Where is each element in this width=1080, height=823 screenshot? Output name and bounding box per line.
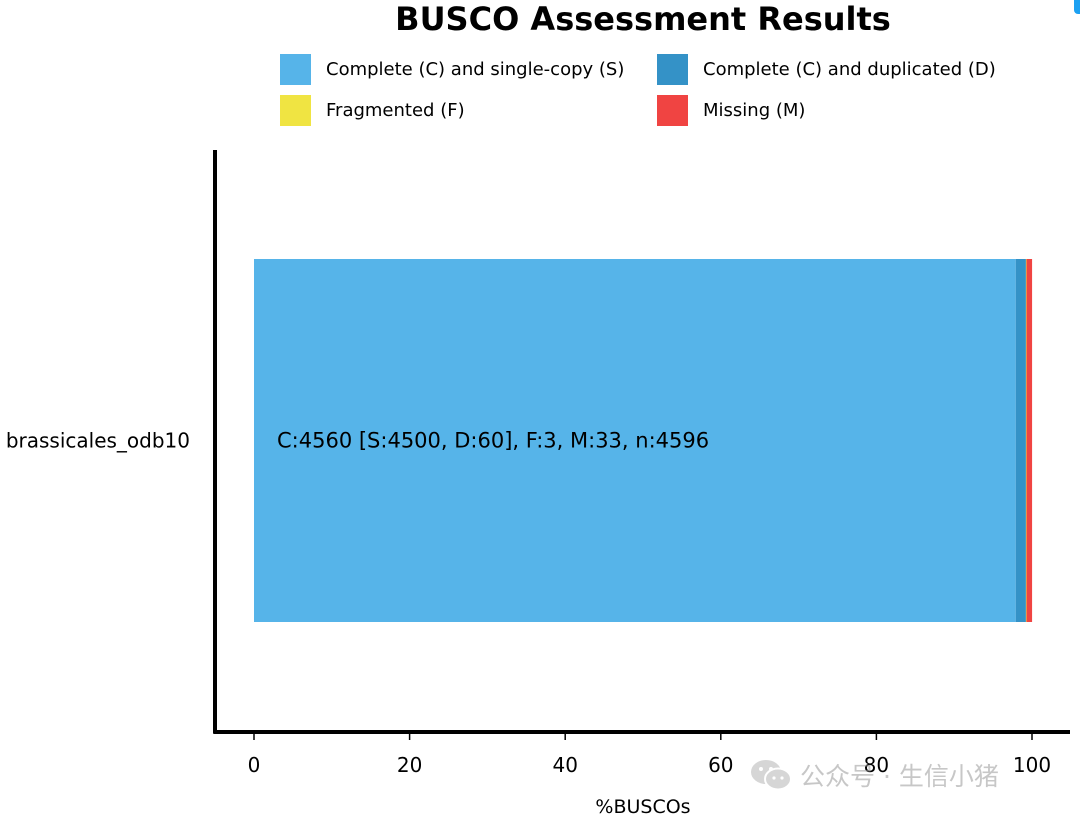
legend-swatch [657, 95, 688, 126]
x-tick-label: 40 [552, 753, 577, 777]
x-tick-label: 80 [864, 753, 889, 777]
x-tick-label: 60 [708, 753, 733, 777]
watermark-text: 公众号 · 生信小猪 [800, 762, 999, 791]
x-tick-label: 0 [248, 753, 261, 777]
legend-swatch [280, 95, 311, 126]
legend-swatch [280, 54, 311, 85]
legend-label: Fragmented (F) [326, 100, 465, 121]
watermark: 公众号 · 生信小猪 [750, 755, 999, 795]
legend-label: Complete (C) and single-copy (S) [326, 59, 624, 80]
bar-segment [1015, 259, 1026, 622]
x-tick-label: 20 [397, 753, 422, 777]
y-tick-label: brassicales_odb10 [6, 429, 190, 453]
bar-segment [1026, 259, 1033, 622]
bar-segment [1025, 259, 1027, 622]
legend-label: Missing (M) [703, 100, 805, 121]
chart-title: BUSCO Assessment Results [395, 0, 891, 38]
legend-label: Complete (C) and duplicated (D) [703, 59, 996, 80]
bar-annotation: C:4560 [S:4500, D:60], F:3, M:33, n:4596 [277, 429, 709, 453]
x-axis-label: %BUSCOs [595, 796, 690, 818]
corner-marker [1074, 0, 1080, 14]
bar-segment [254, 259, 1016, 622]
x-tick-label: 100 [1013, 753, 1051, 777]
legend-swatch [657, 54, 688, 85]
wechat-icon [750, 758, 792, 792]
